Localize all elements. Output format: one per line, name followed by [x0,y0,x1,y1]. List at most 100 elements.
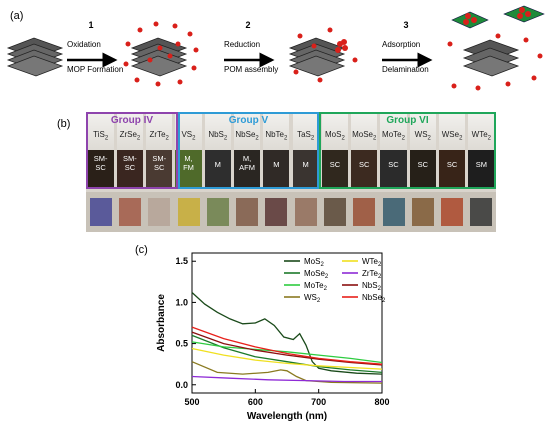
group-iv-box: Group IV [86,112,178,189]
pom-clusters-3 [293,27,358,83]
vial-mote2: MoTe2 SC [380,112,407,188]
group-vi-title: Group VI [386,115,429,126]
vial-label: MoS2 [325,130,345,142]
film-swatch [411,198,434,226]
panel-c-label: (c) [135,244,148,256]
vial-type: M [302,160,309,169]
film-swatch [470,198,493,226]
step-1-number: 1 [88,20,94,30]
tmd-stack-1 [7,37,63,77]
series-line-mote2 [191,341,383,364]
series-line-nbse2 [191,326,383,365]
vial-label: MoSe2 [352,130,377,142]
film-swatch [89,198,112,226]
group-vi-box: Group VI [319,112,496,189]
x-tick-label: 700 [311,397,326,407]
y-tick-label: 1.0 [175,297,188,307]
delaminated-clusters [447,7,543,91]
vial-label: WTe2 [471,130,492,142]
vial-label: TiS2 [93,130,109,142]
vial-type: SC [417,160,428,169]
vial-ws2: WS2 SC [409,112,436,188]
film-swatch [353,198,376,226]
vial-label: NbSe2 [235,130,259,142]
film-swatch [148,198,171,226]
film-swatch [294,198,317,226]
vial-type: M [214,160,221,169]
vial-wse2: WSe2 SC [438,112,466,188]
vial-nbs2: NbS2 M [204,112,231,188]
vial-type: SC [358,160,370,169]
vial-nbse2: NbSe2 M, AFM [233,112,261,188]
vial-label: WS2 [414,130,431,142]
legend-label: NbSe2 [362,293,386,304]
panel-a-label: (a) [10,10,24,22]
x-tick-label: 800 [374,397,389,407]
film-swatch [177,198,200,226]
legend-label: MoSe2 [304,269,329,280]
legend-label: MoTe2 [304,281,328,292]
step-2-number: 2 [245,20,251,30]
panel-b-label: (b) [57,118,71,130]
vial-type: SM- SC [152,154,167,172]
vial-type: SC [388,160,399,169]
legend-label: ZrTe2 [362,269,382,280]
vial-mos2: MoS2 SC [321,112,349,188]
x-axis-label: Wavelength (nm) [247,411,327,422]
film-swatch [323,198,346,226]
vial-type: SM- SC [93,154,108,172]
vial-label: ZrTe2 [149,130,169,142]
vial-type: M, AFM [239,154,255,172]
vial-type: SM- SC [123,154,137,172]
vial-type: SC [329,160,341,169]
film-swatch [118,198,141,226]
film-swatch [236,198,259,226]
step-3-number: 3 [403,20,409,30]
vial-label: MoTe2 [382,130,405,142]
step-3-line2: Delamination [382,65,429,74]
vial-zrte2: ZrTe2 SM- SC [146,112,173,188]
synthesis-schematic [7,5,545,91]
vial-type: M [273,160,280,169]
film-swatch [382,198,405,226]
x-tick-label: 600 [248,397,263,407]
y-tick-label: 1.5 [175,256,188,266]
y-tick-label: 0.5 [175,339,188,349]
vial-wte2: WTe2 SM [468,112,495,188]
vial-label: NbS2 [208,130,228,142]
vial-tis2: TiS2 SM- SC [87,112,114,188]
vials-photo: TiS2 SM- SC ZrSe2 SM- SC ZrTe2 SM- SC VS2 M, FM NbS2… [86,112,496,232]
y-axis-label: Absorbance [156,294,167,352]
series-line-zrte2 [191,375,382,383]
film-swatch [206,198,229,226]
legend-label: NbS2 [362,281,382,292]
vial-zrse2: ZrSe2 SM- SC [116,112,144,188]
vial-type: SC [446,160,458,169]
group-iv-title: Group IV [110,115,154,126]
vial-label: VS2 [181,130,196,142]
vial-type: SM [475,160,487,169]
series-line-nbs2 [191,331,383,366]
vial-tas2: TaS2 M [292,112,319,188]
legend-label: WS2 [304,293,321,304]
step-2-line1: Reduction [224,40,261,49]
film-swatch [441,198,464,226]
step-3-line1: Adsorption [382,40,421,49]
vial-mose2: MoSe2 SC [351,112,378,188]
legend-label: MoS2 [304,257,324,268]
film-swatch-strip [86,192,496,232]
vial-label: NbTe2 [265,130,288,142]
tmd-stack-3 [289,37,345,77]
vial-type: M, FM [183,154,194,172]
delaminated-sheets [451,5,545,77]
group-v-box: Group V [178,112,319,189]
y-tick-label: 0.0 [175,380,188,390]
vial-nbte2: NbTe2 M [263,112,290,188]
series-line-mos2 [191,292,383,375]
legend-label: WTe2 [362,257,382,268]
step-1-line1: Oxidation [67,40,101,49]
absorbance-chart: 500 600 700 800 0.0 0.5 1.0 1.5 Wavelength (nm) A… [156,252,390,422]
group-v-title: Group V [228,115,269,126]
vial-label: TaS2 [297,130,315,142]
x-tick-label: 500 [184,397,199,407]
